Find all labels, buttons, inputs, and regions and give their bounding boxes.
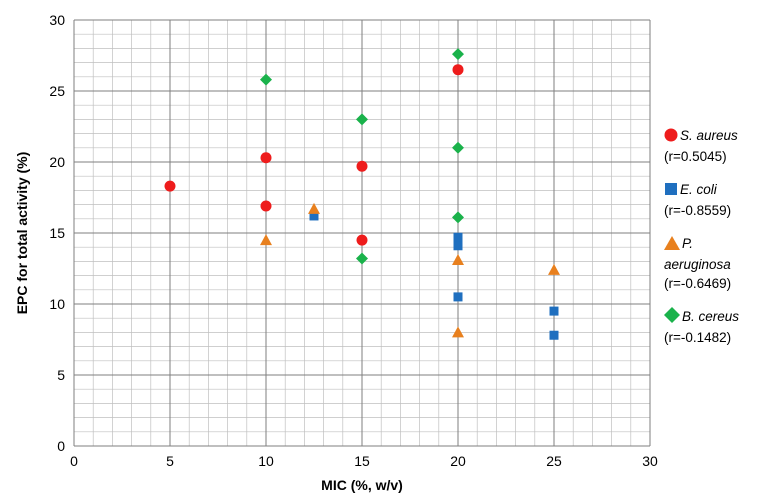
data-point-square (549, 306, 559, 316)
legend-entry-b-cereus: B. cereus (r=-0.1482) (664, 307, 764, 347)
legend-series-note: (r=0.5045) (664, 149, 727, 164)
chart-gridlines (73, 19, 651, 447)
data-point-square (453, 232, 463, 242)
x-tick-label: 10 (258, 453, 274, 469)
data-point-circle (260, 200, 272, 212)
x-tick-label: 0 (70, 453, 78, 469)
y-tick-label: 15 (49, 225, 65, 241)
y-tick-label: 20 (49, 154, 65, 170)
data-point-triangle (548, 263, 560, 275)
data-point-square (453, 241, 463, 251)
legend-series-name: B. cereus (682, 309, 740, 324)
data-point-diamond (356, 113, 368, 126)
chart-data-points (164, 48, 560, 340)
legend-marker-circle (664, 128, 678, 147)
y-tick-label: 30 (49, 12, 65, 28)
y-tick-label: 5 (57, 367, 65, 383)
data-point-circle (260, 152, 272, 164)
chart-tick-labels: 0 5 10 15 20 25 30 0 5 10 15 20 25 30 (49, 12, 658, 469)
data-point-circle (356, 160, 368, 172)
legend-series-note: (r=-0.8559) (664, 203, 732, 218)
data-point-square (453, 292, 463, 302)
data-point-square (309, 211, 319, 221)
data-point-diamond (356, 252, 368, 265)
legend-series-note: (r=-0.1482) (664, 330, 732, 345)
y-tick-label: 25 (49, 83, 65, 99)
x-tick-label: 5 (166, 453, 174, 469)
legend-entry-p-aeruginosa: P. aeruginosa (r=-0.6469) (664, 234, 764, 293)
data-point-circle (452, 64, 464, 76)
legend-marker-square (664, 182, 678, 201)
legend-marker-diamond (664, 307, 680, 328)
x-axis-title: MIC (%, w/v) (321, 477, 403, 493)
x-tick-label: 15 (354, 453, 370, 469)
data-point-triangle (452, 253, 464, 265)
data-point-diamond (260, 73, 272, 86)
data-point-triangle (452, 326, 464, 338)
x-tick-label: 20 (450, 453, 466, 469)
chart-legend: S. aureus (r=0.5045) E. coli (r=-0.8559)… (664, 126, 764, 361)
data-point-square (549, 330, 559, 340)
legend-series-name: E. coli (680, 182, 717, 197)
legend-series-name: S. aureus (680, 128, 738, 143)
legend-entry-e-coli: E. coli (r=-0.8559) (664, 180, 764, 220)
legend-series-name: P. aeruginosa (664, 236, 731, 272)
legend-entry-s-aureus: S. aureus (r=0.5045) (664, 126, 764, 166)
data-point-triangle (308, 202, 320, 214)
y-tick-label: 10 (49, 296, 65, 312)
legend-marker-triangle (664, 236, 680, 255)
data-point-diamond (452, 211, 464, 224)
data-point-triangle (260, 234, 272, 246)
data-point-circle (356, 234, 368, 246)
x-tick-label: 25 (546, 453, 562, 469)
y-axis-title: EPC for total activity (%) (14, 152, 30, 315)
data-point-diamond (452, 48, 464, 61)
legend-series-note: (r=-0.6469) (664, 276, 732, 291)
y-tick-label: 0 (57, 438, 65, 454)
data-point-diamond (452, 141, 464, 154)
data-point-circle (164, 180, 176, 192)
x-tick-label: 30 (642, 453, 658, 469)
